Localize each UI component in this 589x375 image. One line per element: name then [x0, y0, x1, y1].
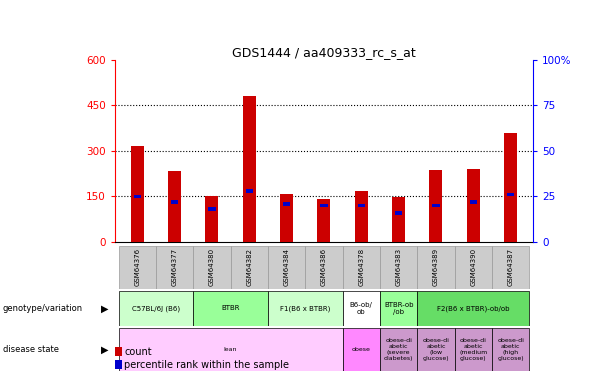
- Bar: [355, 191, 368, 242]
- Bar: [417, 328, 455, 371]
- Bar: [193, 291, 268, 326]
- Text: B6-ob/
ob: B6-ob/ ob: [350, 302, 373, 315]
- Bar: [243, 96, 256, 242]
- Bar: [131, 146, 144, 242]
- Text: obese-di
abetic
(low
glucose): obese-di abetic (low glucose): [422, 339, 449, 361]
- Bar: [455, 328, 492, 371]
- Bar: [168, 171, 181, 242]
- Text: GSM64382: GSM64382: [246, 248, 252, 286]
- Text: count: count: [124, 347, 152, 357]
- Text: disease state: disease state: [3, 345, 59, 354]
- Bar: [417, 291, 530, 326]
- Bar: [395, 211, 402, 214]
- Bar: [268, 246, 305, 289]
- Text: genotype/variation: genotype/variation: [3, 304, 83, 313]
- Bar: [209, 207, 216, 211]
- Bar: [343, 246, 380, 289]
- Bar: [206, 196, 219, 242]
- Bar: [380, 291, 417, 326]
- Bar: [317, 200, 330, 242]
- Bar: [469, 200, 477, 204]
- Text: ▶: ▶: [101, 345, 109, 355]
- Bar: [429, 170, 442, 242]
- Text: GSM64378: GSM64378: [358, 248, 364, 286]
- Text: C57BL/6J (B6): C57BL/6J (B6): [132, 305, 180, 312]
- Bar: [118, 328, 343, 371]
- Text: GSM64390: GSM64390: [470, 248, 477, 286]
- Text: BTBR: BTBR: [221, 305, 240, 311]
- Text: obese-di
abetic
(medium
glucose): obese-di abetic (medium glucose): [459, 339, 488, 361]
- Bar: [392, 197, 405, 242]
- Text: percentile rank within the sample: percentile rank within the sample: [124, 360, 289, 370]
- Bar: [380, 328, 417, 371]
- Bar: [280, 194, 293, 242]
- Bar: [455, 246, 492, 289]
- Bar: [118, 291, 193, 326]
- Text: BTBR-ob
/ob: BTBR-ob /ob: [384, 302, 413, 315]
- Title: GDS1444 / aa409333_rc_s_at: GDS1444 / aa409333_rc_s_at: [232, 46, 416, 59]
- Bar: [343, 291, 380, 326]
- Bar: [305, 246, 343, 289]
- Text: GSM64376: GSM64376: [134, 248, 140, 286]
- Text: ▶: ▶: [101, 303, 109, 313]
- Text: F1(B6 x BTBR): F1(B6 x BTBR): [280, 305, 330, 312]
- Bar: [134, 195, 141, 198]
- Bar: [492, 328, 530, 371]
- Text: GSM64387: GSM64387: [508, 248, 514, 286]
- Bar: [193, 246, 231, 289]
- Text: GSM64386: GSM64386: [321, 248, 327, 286]
- Bar: [268, 291, 343, 326]
- Text: obese-di
abetic
(high
glucose): obese-di abetic (high glucose): [497, 339, 524, 361]
- Text: obese-di
abetic
(severe
diabetes): obese-di abetic (severe diabetes): [384, 339, 413, 361]
- Bar: [156, 246, 193, 289]
- Bar: [380, 246, 417, 289]
- Text: F2(B6 x BTBR)-ob/ob: F2(B6 x BTBR)-ob/ob: [437, 305, 509, 312]
- Text: obese: obese: [352, 347, 370, 352]
- Bar: [343, 328, 380, 371]
- Bar: [171, 200, 178, 204]
- Bar: [283, 202, 290, 206]
- Bar: [320, 204, 327, 207]
- Text: GSM64384: GSM64384: [284, 248, 290, 286]
- Text: GSM64377: GSM64377: [171, 248, 178, 286]
- Text: lean: lean: [224, 347, 237, 352]
- Bar: [417, 246, 455, 289]
- Bar: [358, 204, 365, 207]
- Bar: [466, 168, 480, 242]
- Bar: [118, 246, 156, 289]
- Bar: [504, 133, 517, 242]
- Text: GSM64389: GSM64389: [433, 248, 439, 286]
- Text: GSM64380: GSM64380: [209, 248, 215, 286]
- Text: GSM64383: GSM64383: [396, 248, 402, 286]
- Bar: [507, 193, 514, 196]
- Bar: [432, 204, 439, 207]
- Bar: [492, 246, 530, 289]
- Bar: [246, 189, 253, 193]
- Bar: [231, 246, 268, 289]
